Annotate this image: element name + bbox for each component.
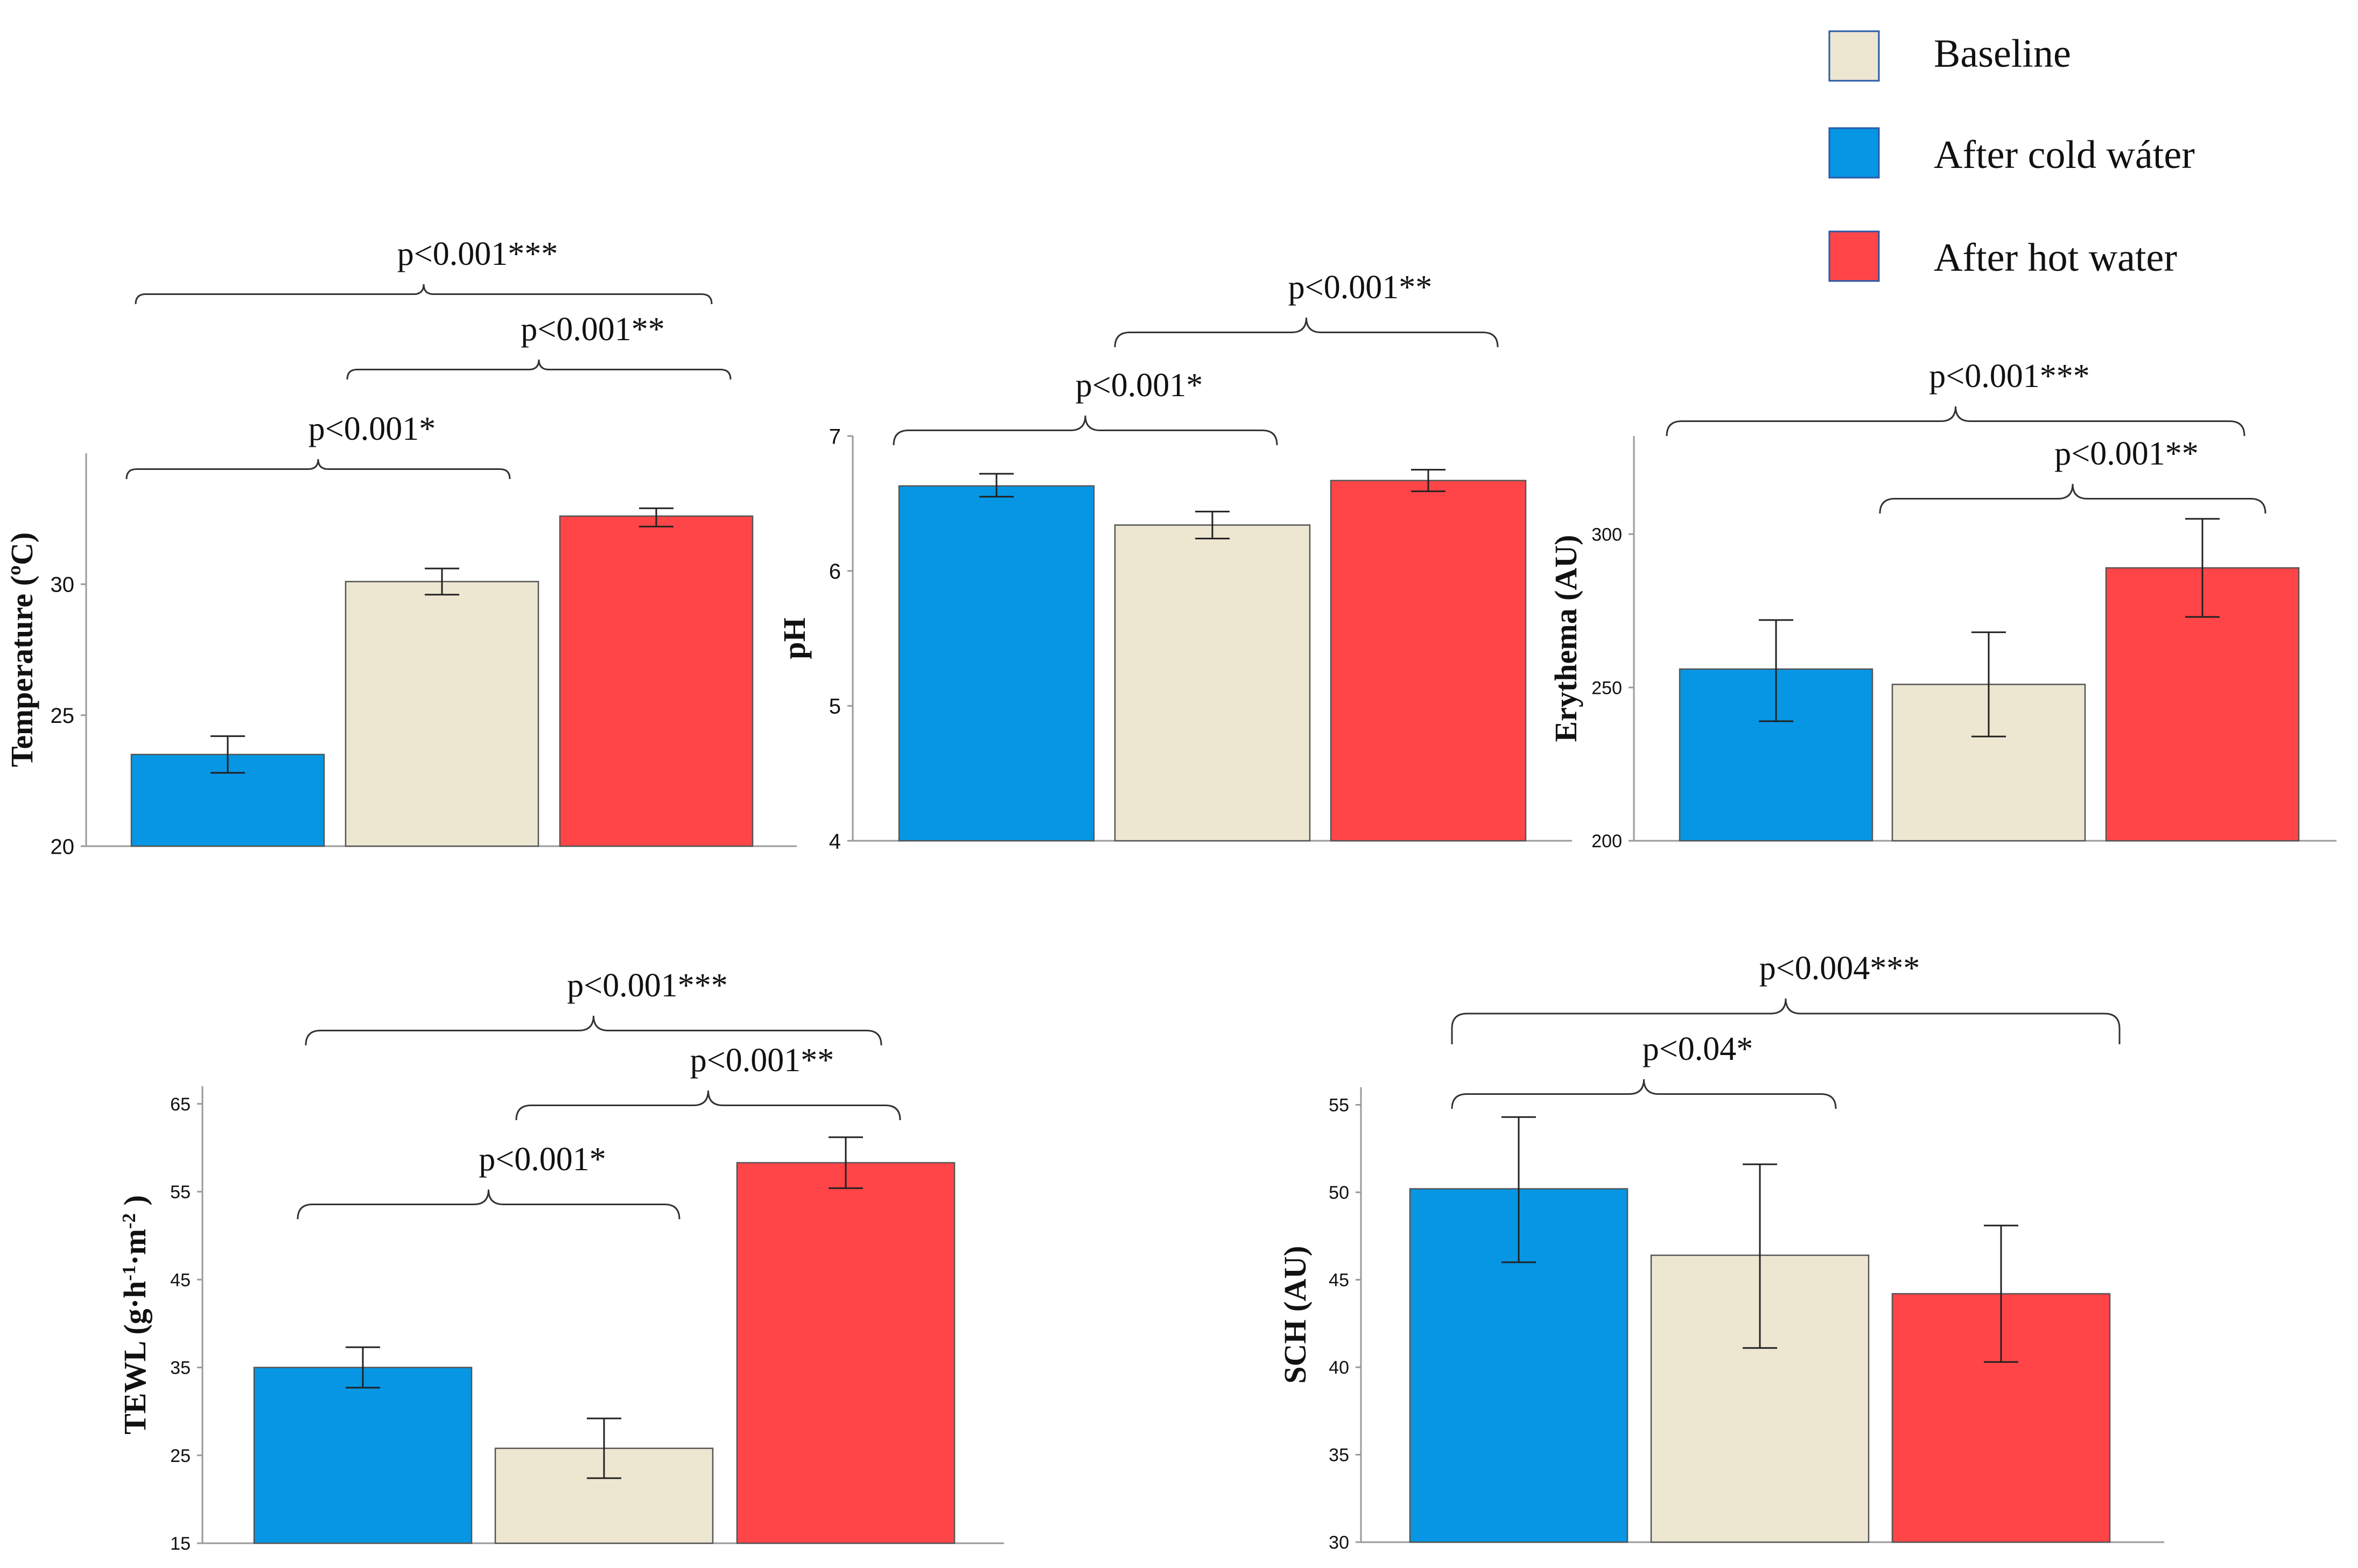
temperature-error-bar-3 — [639, 507, 673, 528]
tewl-tick-label: 25 — [170, 1446, 191, 1466]
legend-swatch-cold — [1828, 127, 1880, 179]
sch-chart: 30 35 40 45 50 55 SCH (AU) p<0.004*** p<0.04* — [1278, 950, 2164, 1553]
ph-tick-label: 5 — [829, 695, 841, 719]
ph-error-bar-2 — [1195, 510, 1230, 540]
sch-significance-bracket-1 — [1451, 998, 2121, 1044]
legend-label-hot: After hot water — [1934, 236, 2177, 280]
temperature-error-bar-2 — [425, 567, 459, 596]
ph-p-value-label-2: p<0.001* — [1076, 367, 1203, 404]
tewl-bar-3 — [736, 1162, 956, 1544]
tewl-tick-label: 55 — [170, 1182, 191, 1203]
temperature-tick-label: 25 — [51, 704, 75, 728]
legend: Baseline After cold wáter After hot wate… — [1828, 30, 2195, 282]
sch-error-bar-3 — [1984, 1225, 2018, 1363]
sch-y-axis-label: SCH (AU) — [1278, 1246, 1313, 1383]
erythema-significance-bracket-2 — [1879, 483, 2266, 514]
erythema-chart: 200 250 300 Erythema (AU) p<0.001*** p<0.001*… — [1548, 358, 2336, 852]
sch-tick-label: 45 — [1329, 1270, 1349, 1291]
temperature-tick-label: 30 — [51, 573, 75, 597]
erythema-significance-bracket-1 — [1666, 406, 2245, 437]
temperature-p-value-label-3: p<0.001* — [308, 411, 436, 447]
sch-tick-label: 35 — [1329, 1445, 1349, 1466]
sch-p-value-label-2: p<0.04* — [1643, 1031, 1753, 1067]
tewl-tick-label: 15 — [170, 1534, 191, 1554]
legend-label-baseline: Baseline — [1934, 32, 2071, 76]
tewl-significance-bracket-1 — [305, 1015, 882, 1046]
erythema-tick-label: 250 — [1591, 678, 1622, 698]
sch-error-bar-1 — [1501, 1116, 1536, 1263]
tewl-p-value-label-1: p<0.001*** — [567, 967, 727, 1004]
sch-tick-label: 40 — [1329, 1358, 1349, 1378]
ph-error-bar-3 — [1411, 469, 1445, 493]
ph-bar-3 — [1330, 480, 1527, 842]
ph-p-value-label-1: p<0.001** — [1288, 269, 1432, 306]
sch-significance-bracket-2 — [1451, 1079, 1837, 1109]
erythema-tick-label: 300 — [1591, 525, 1622, 545]
tewl-error-bar-3 — [829, 1136, 863, 1189]
tewl-y-axis-label: TEWL (g·h-1·m-2 ) — [117, 1195, 152, 1435]
sch-error-bar-2 — [1743, 1163, 1777, 1349]
temperature-significance-bracket-1 — [135, 284, 713, 305]
ph-chart: 4 5 6 7 pH p<0.001** p<0.001* — [777, 269, 1572, 853]
ph-tick-label: 6 — [829, 560, 841, 583]
tewl-p-value-label-3: p<0.001* — [479, 1141, 606, 1178]
ph-tick-label: 4 — [829, 829, 841, 853]
temperature-p-value-label-2: p<0.001** — [521, 311, 664, 348]
temperature-chart: 20 25 30 Temperature (ºC) p<0.001*** p<0.001*… — [4, 236, 797, 859]
tewl-significance-bracket-3 — [297, 1189, 680, 1220]
ph-error-bar-1 — [979, 473, 1014, 498]
temperature-p-value-label-1: p<0.001*** — [397, 236, 558, 272]
tewl-error-bar-1 — [346, 1346, 380, 1389]
ph-bar-1 — [898, 485, 1095, 842]
temperature-significance-bracket-2 — [346, 359, 732, 380]
ph-y-axis-label: pH — [777, 617, 812, 659]
legend-label-cold: After cold wáter — [1934, 133, 2195, 177]
tewl-bar-1 — [253, 1367, 473, 1544]
erythema-p-value-label-1: p<0.001*** — [1929, 358, 2089, 395]
temperature-bar-3 — [559, 515, 754, 847]
tewl-tick-label: 65 — [170, 1094, 191, 1115]
tewl-chart: 15 25 35 45 55 65 TEWL (g·h-1·m-2 ) p<0.001*** p… — [117, 967, 1004, 1554]
erythema-tick-label: 200 — [1591, 831, 1622, 852]
sch-p-value-label-1: p<0.004*** — [1759, 950, 1920, 987]
erythema-error-bar-2 — [1971, 631, 2006, 737]
tewl-p-value-label-2: p<0.001** — [690, 1042, 834, 1079]
tewl-significance-bracket-2 — [515, 1090, 901, 1121]
sch-tick-label: 50 — [1329, 1183, 1349, 1203]
erythema-p-value-label-2: p<0.001** — [2054, 435, 2198, 472]
ph-significance-bracket-1 — [1114, 317, 1499, 348]
erythema-y-axis-label: Erythema (AU) — [1548, 535, 1583, 742]
ph-bar-2 — [1114, 524, 1311, 842]
erythema-error-bar-1 — [1759, 619, 1793, 722]
legend-swatch-baseline — [1828, 30, 1880, 82]
ph-significance-bracket-2 — [893, 415, 1278, 446]
temperature-tick-label: 20 — [51, 835, 75, 859]
sch-tick-label: 55 — [1329, 1095, 1349, 1116]
tewl-error-bar-2 — [587, 1417, 621, 1479]
ph-tick-label: 7 — [829, 425, 841, 448]
legend-swatch-hot — [1828, 230, 1880, 282]
temperature-error-bar-1 — [210, 735, 245, 774]
erythema-error-bar-3 — [2185, 518, 2220, 618]
temperature-significance-bracket-3 — [125, 459, 511, 480]
sch-tick-label: 30 — [1329, 1532, 1349, 1553]
temperature-bar-2 — [345, 581, 539, 847]
temperature-y-axis-label: Temperature (ºC) — [4, 532, 39, 767]
tewl-tick-label: 35 — [170, 1358, 191, 1379]
tewl-tick-label: 45 — [170, 1270, 191, 1290]
